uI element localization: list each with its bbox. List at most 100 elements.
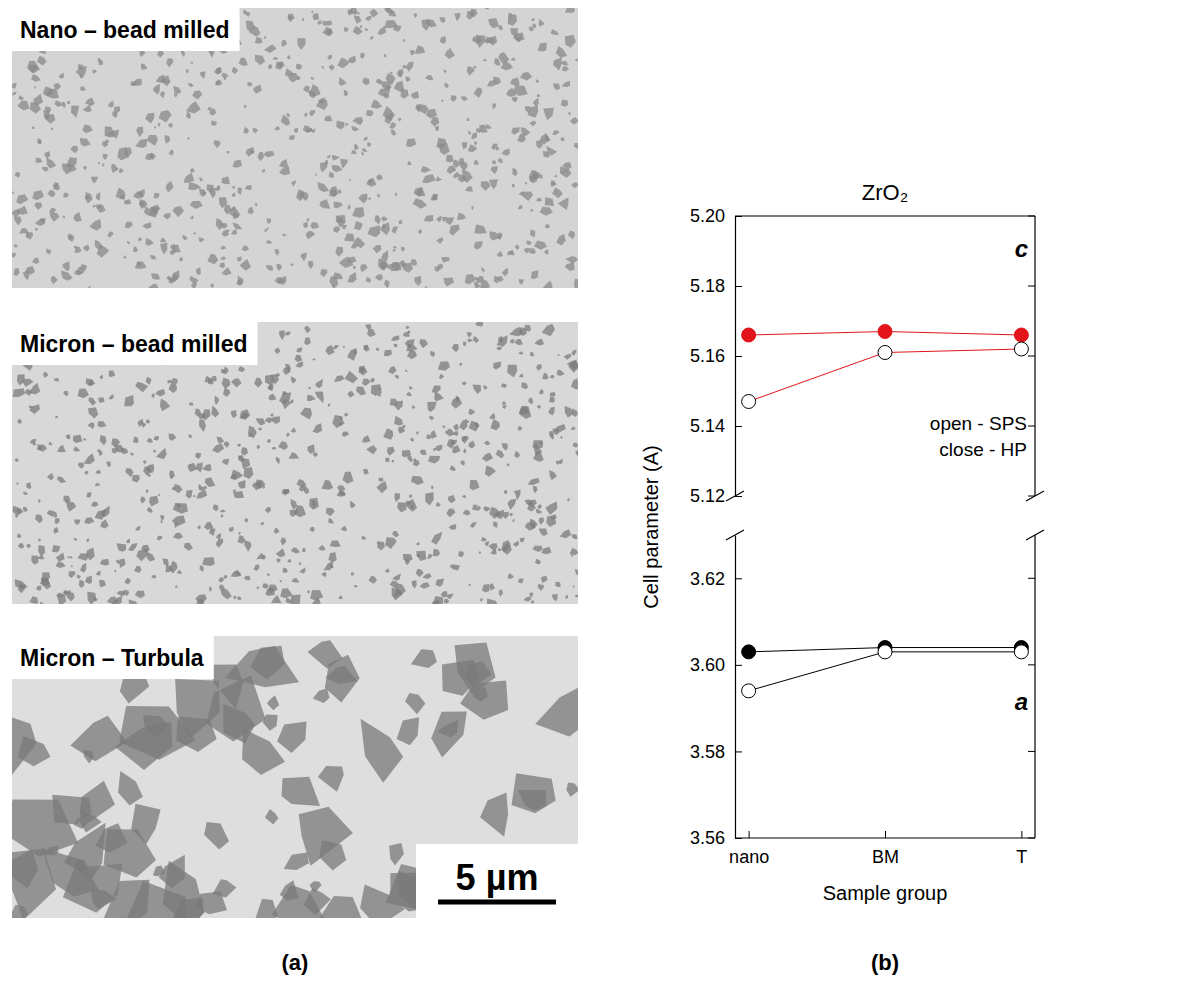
grain: [441, 591, 448, 598]
label-background: [12, 8, 240, 51]
grain: [299, 567, 305, 573]
grain: [98, 397, 104, 403]
grain: [23, 492, 28, 495]
grain: [392, 249, 395, 252]
grain: [173, 533, 183, 539]
grain: [567, 359, 577, 368]
grain: [425, 286, 427, 288]
grain: [535, 559, 541, 565]
grain: [205, 376, 213, 383]
grain: [309, 498, 319, 510]
grain: [483, 59, 487, 61]
grain: [312, 358, 316, 360]
grain: [313, 13, 320, 20]
grain: [291, 376, 297, 383]
grain: [231, 229, 237, 235]
grain: [497, 158, 503, 163]
grain: [56, 561, 66, 568]
grain: [237, 444, 240, 447]
grain: [368, 576, 377, 584]
grain: [91, 501, 99, 507]
grain: [12, 191, 14, 193]
grain: [245, 185, 252, 190]
grain: [98, 58, 102, 63]
grain: [529, 248, 536, 254]
grain: [247, 207, 253, 215]
grain: [416, 431, 419, 435]
grain: [281, 40, 287, 47]
grain: [334, 375, 345, 382]
grain: [160, 398, 170, 411]
tick: BM: [872, 831, 899, 867]
grain: [67, 234, 73, 240]
grain: [379, 387, 382, 390]
grain: [526, 240, 532, 245]
grain: [200, 565, 204, 572]
grain: [202, 464, 211, 471]
grain: [321, 66, 323, 69]
grain: [407, 455, 413, 462]
grain: [49, 208, 56, 213]
grain: [119, 168, 124, 173]
grain: [535, 444, 538, 447]
grain: [530, 230, 535, 238]
grain: [150, 255, 156, 260]
grain: [502, 542, 512, 555]
micrograph-label: Micron – bead milled: [20, 331, 248, 357]
grain: [46, 158, 56, 169]
grain: [204, 822, 229, 850]
grain: [278, 441, 288, 450]
grain: [221, 369, 226, 374]
grain: [153, 193, 159, 199]
grain: [353, 237, 365, 248]
grain: [282, 234, 286, 236]
grain: [295, 355, 303, 362]
grain: [79, 580, 85, 588]
grain: [143, 466, 151, 475]
grain: [347, 391, 354, 398]
axis-break: [1026, 530, 1044, 540]
grain: [539, 517, 544, 524]
grain: [357, 12, 360, 14]
grain: [550, 392, 556, 397]
grain: [384, 350, 392, 357]
grain: [102, 163, 104, 167]
grain: [347, 56, 356, 64]
grain: [462, 142, 467, 149]
grain: [237, 596, 242, 600]
grain: [257, 152, 264, 162]
grain: [291, 499, 298, 510]
grain: [325, 160, 328, 164]
grain: [320, 162, 328, 173]
grain: [344, 233, 355, 241]
grain: [145, 238, 154, 246]
grain: [95, 482, 98, 486]
tick-label: 5.12: [690, 486, 725, 506]
grain: [510, 77, 520, 86]
grain: [407, 350, 417, 359]
grain: [294, 128, 299, 133]
grain: [366, 445, 377, 454]
grain: [196, 267, 201, 275]
grain: [57, 445, 66, 453]
grain: [265, 809, 278, 825]
grain: [297, 76, 300, 81]
grain: [378, 258, 389, 270]
grain: [304, 337, 311, 345]
grain: [571, 534, 577, 539]
grain: [170, 270, 180, 282]
grain: [29, 404, 40, 414]
grain: [199, 237, 205, 242]
grain: [376, 175, 383, 181]
grain: [63, 391, 68, 397]
grain: [167, 380, 172, 383]
grain: [256, 586, 259, 589]
grain: [541, 576, 548, 583]
grain: [552, 182, 556, 185]
grain: [223, 388, 230, 397]
grain: [541, 547, 551, 554]
grain: [250, 646, 284, 680]
grain: [549, 470, 557, 480]
grain: [356, 387, 366, 396]
tick-label: 3.62: [690, 569, 725, 589]
